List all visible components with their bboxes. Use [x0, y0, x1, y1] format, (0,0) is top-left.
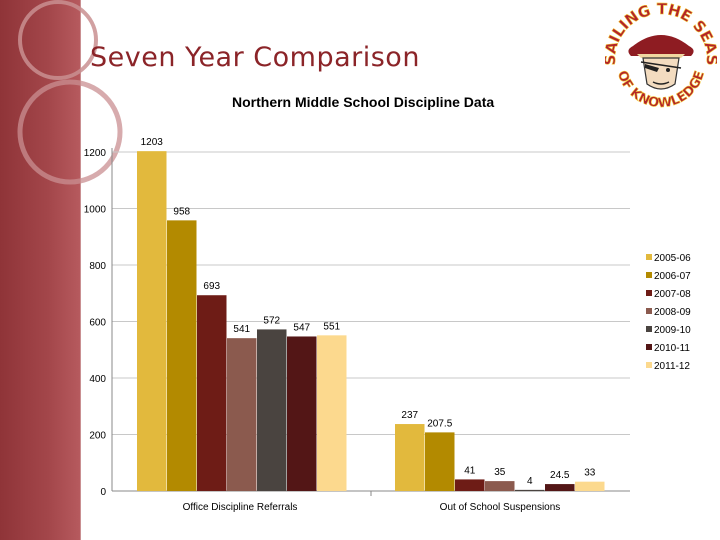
- legend-label: 2006-07: [654, 271, 691, 282]
- y-tick-label: 200: [89, 431, 106, 442]
- legend-label: 2005-06: [654, 253, 691, 264]
- data-label: 572: [263, 315, 280, 326]
- data-label: 207.5: [427, 418, 452, 429]
- legend-swatch: [646, 254, 652, 260]
- legend-swatch: [646, 326, 652, 332]
- y-tick-label: 800: [89, 261, 106, 272]
- y-tick-label: 600: [89, 318, 106, 329]
- bar: [485, 481, 515, 491]
- pirate-mascot-icon: SAILING THE SEAS OF KNOWLEDGE: [605, 2, 717, 112]
- bar: [425, 432, 455, 491]
- data-label: 35: [494, 467, 506, 478]
- decorative-rings: [17, 0, 123, 185]
- category-label: Out of School Suspensions: [440, 502, 561, 513]
- bar: [137, 151, 167, 491]
- legend-swatch: [646, 272, 652, 278]
- data-label: 541: [233, 324, 250, 335]
- bar: [227, 338, 257, 491]
- data-label: 237: [401, 410, 418, 421]
- data-label: 41: [464, 465, 476, 476]
- legend-label: 2007-08: [654, 289, 691, 300]
- bar: [575, 481, 605, 491]
- legend-swatch: [646, 362, 652, 368]
- data-label: 551: [323, 321, 340, 332]
- bar: [167, 220, 197, 492]
- bar: [395, 424, 425, 491]
- bar: [545, 484, 575, 491]
- legend-swatch: [646, 344, 652, 350]
- data-label: 958: [173, 206, 190, 217]
- legend-swatch: [646, 290, 652, 296]
- bar: [455, 479, 485, 491]
- slide-title: Seven Year Comparison: [90, 42, 420, 73]
- data-label: 693: [203, 281, 220, 292]
- legend-label: 2009-10: [654, 325, 691, 336]
- data-label: 33: [584, 468, 596, 479]
- sidebar-divider: [80, 0, 81, 540]
- bar: [515, 489, 545, 491]
- legend-label: 2010-11: [654, 343, 690, 354]
- y-tick-label: 0: [100, 487, 106, 498]
- data-label: 547: [293, 322, 310, 333]
- data-label: 1203: [141, 137, 164, 148]
- y-tick-label: 1000: [84, 205, 107, 216]
- data-label: 24.5: [550, 470, 570, 481]
- bar: [317, 335, 347, 491]
- y-tick-label: 1200: [84, 148, 107, 159]
- bar: [197, 295, 227, 491]
- category-label: Office Discipline Referrals: [183, 502, 298, 513]
- legend-label: 2008-09: [654, 307, 691, 318]
- legend-label: 2011-12: [654, 361, 690, 372]
- legend-swatch: [646, 308, 652, 314]
- y-tick-label: 400: [89, 374, 106, 385]
- bar: [287, 336, 317, 491]
- bar: [257, 329, 287, 491]
- data-label: 4: [527, 476, 533, 487]
- chart-title: Northern Middle School Discipline Data: [232, 94, 495, 110]
